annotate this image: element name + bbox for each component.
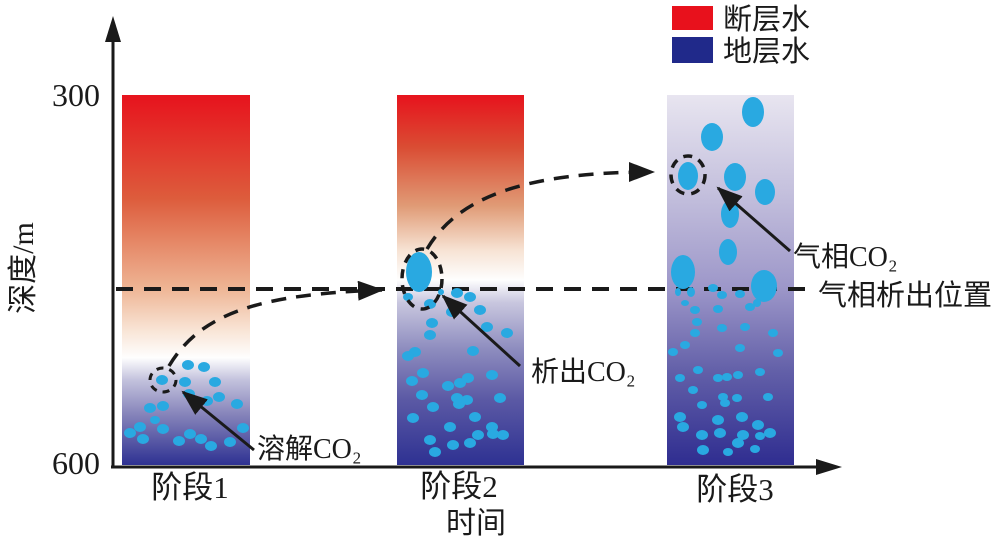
stage1-label: 阶段1 [151, 470, 229, 505]
legend-label-fault-water: 断层水 [723, 3, 810, 36]
stage2-highlight-circle [400, 247, 444, 311]
legend-label-formation-water: 地层水 [723, 35, 810, 68]
exsolution-line-annotation: 气相析出位置 [818, 279, 992, 312]
stage2-co2-bubbles [402, 252, 513, 457]
y-axis-arrowhead-icon [105, 16, 121, 42]
stage1-water-column [122, 95, 250, 465]
legend: 断层水 地层水 [672, 3, 810, 68]
stage3-co2-bubbles [668, 97, 783, 456]
stage2-label: 阶段2 [420, 469, 498, 504]
y-axis-title: 深度/m [7, 222, 40, 314]
stage1-dissolved-co2-bubbles [124, 360, 249, 451]
exsolved-co2-annotation: 析出CO₂ [531, 356, 636, 388]
gas-phase-co2-arrow [716, 186, 791, 253]
stage3-label: 阶段3 [696, 472, 774, 507]
x-axis-arrowhead-icon [816, 459, 842, 475]
y-tick-300: 300 [52, 77, 100, 113]
x-axis-title: 时间 [446, 507, 506, 540]
stage3-highlight-circle [669, 154, 707, 196]
y-tick-600: 600 [52, 445, 100, 481]
migration-arrow-stage2-to-stage3 [425, 162, 655, 250]
gas-phase-co2-annotation: 气相CO₂ [793, 241, 898, 273]
dissolved-co2-arrow [181, 390, 255, 452]
dissolved-co2-annotation: 溶解CO₂ [257, 433, 362, 465]
stage1-highlight-circle [148, 366, 178, 394]
exsolved-co2-arrow [441, 294, 522, 368]
legend-swatch-fault-water [672, 6, 713, 30]
legend-swatch-formation-water [672, 37, 713, 63]
